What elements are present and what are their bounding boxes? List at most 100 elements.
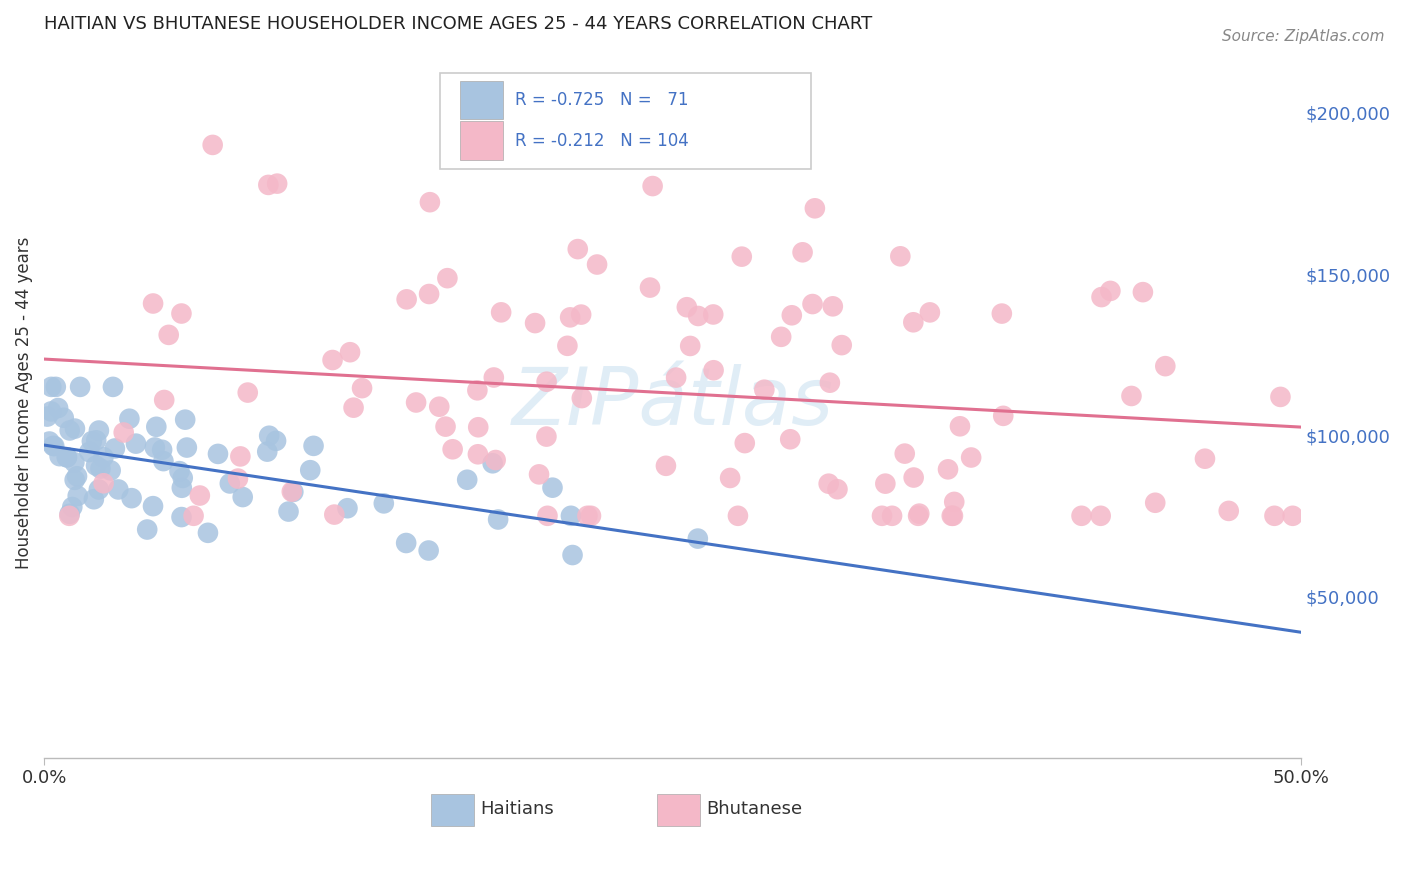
Point	[283, 484, 305, 499]
Point	[524, 316, 547, 330]
Point	[1194, 451, 1216, 466]
Point	[112, 425, 135, 440]
Point	[38, 434, 60, 449]
Point	[125, 436, 148, 450]
Point	[322, 353, 344, 368]
Point	[569, 308, 592, 322]
Point	[45, 380, 67, 394]
Text: Bhutanese: Bhutanese	[706, 799, 803, 818]
Point	[641, 179, 664, 194]
Point	[104, 442, 127, 456]
Point	[780, 308, 803, 322]
Point	[1090, 508, 1112, 523]
Point	[1154, 359, 1177, 373]
Point	[46, 401, 69, 415]
Point	[419, 195, 441, 210]
Point	[467, 384, 489, 398]
Point	[150, 442, 173, 457]
Point	[818, 376, 841, 390]
Point	[456, 473, 478, 487]
Point	[63, 421, 86, 435]
Point	[100, 463, 122, 477]
Point	[342, 401, 364, 415]
Point	[870, 508, 893, 523]
Point	[941, 508, 963, 523]
Point	[395, 293, 418, 307]
Point	[436, 271, 458, 285]
FancyBboxPatch shape	[440, 73, 811, 169]
Point	[889, 249, 911, 263]
Point	[145, 419, 167, 434]
Point	[226, 472, 249, 486]
Point	[908, 507, 931, 521]
Point	[557, 339, 579, 353]
Point	[339, 345, 361, 359]
Point	[42, 439, 65, 453]
Point	[541, 481, 564, 495]
Point	[754, 383, 776, 397]
Point	[942, 508, 965, 523]
Point	[1144, 496, 1167, 510]
Point	[63, 455, 86, 469]
Point	[257, 429, 280, 443]
Point	[804, 202, 827, 216]
Point	[172, 471, 194, 485]
Point	[918, 305, 941, 319]
Point	[482, 370, 505, 384]
Point	[281, 484, 304, 499]
Point	[949, 419, 972, 434]
Point	[87, 424, 110, 438]
Point	[903, 315, 925, 329]
Point	[152, 454, 174, 468]
Point	[169, 464, 191, 478]
Point	[702, 308, 724, 322]
Point	[170, 306, 193, 320]
Point	[560, 310, 582, 325]
Point	[1270, 390, 1292, 404]
Point	[770, 330, 793, 344]
Point	[792, 245, 814, 260]
Point	[93, 450, 115, 465]
Point	[66, 489, 89, 503]
Y-axis label: Householder Income Ages 25 - 44 years: Householder Income Ages 25 - 44 years	[15, 236, 32, 569]
Point	[55, 450, 77, 465]
Point	[827, 482, 849, 496]
Point	[779, 432, 801, 446]
FancyBboxPatch shape	[460, 81, 503, 120]
Text: Haitians: Haitians	[481, 799, 554, 818]
Point	[170, 510, 193, 524]
Point	[352, 381, 374, 395]
Point	[676, 300, 699, 314]
Point	[936, 462, 959, 476]
Point	[89, 461, 111, 475]
Point	[686, 532, 709, 546]
Point	[486, 512, 509, 526]
Point	[1218, 504, 1240, 518]
FancyBboxPatch shape	[460, 121, 503, 160]
Point	[101, 380, 124, 394]
Point	[536, 508, 558, 523]
Point	[302, 439, 325, 453]
Text: ZIPátlas: ZIPátlas	[512, 364, 834, 442]
Text: R = -0.725   N =   71: R = -0.725 N = 71	[516, 91, 689, 109]
Point	[567, 242, 589, 256]
FancyBboxPatch shape	[432, 795, 474, 826]
Point	[87, 483, 110, 497]
Point	[232, 490, 254, 504]
Point	[59, 507, 82, 521]
Point	[229, 450, 252, 464]
Point	[893, 447, 915, 461]
Point	[39, 380, 62, 394]
Point	[527, 467, 550, 482]
Point	[405, 395, 427, 409]
Point	[58, 508, 80, 523]
Point	[903, 470, 925, 484]
Point	[142, 499, 165, 513]
Point	[44, 439, 66, 453]
Point	[993, 409, 1015, 423]
Point	[734, 436, 756, 450]
Point	[943, 495, 966, 509]
Point	[183, 508, 205, 523]
Point	[277, 504, 299, 518]
Point	[77, 445, 100, 459]
